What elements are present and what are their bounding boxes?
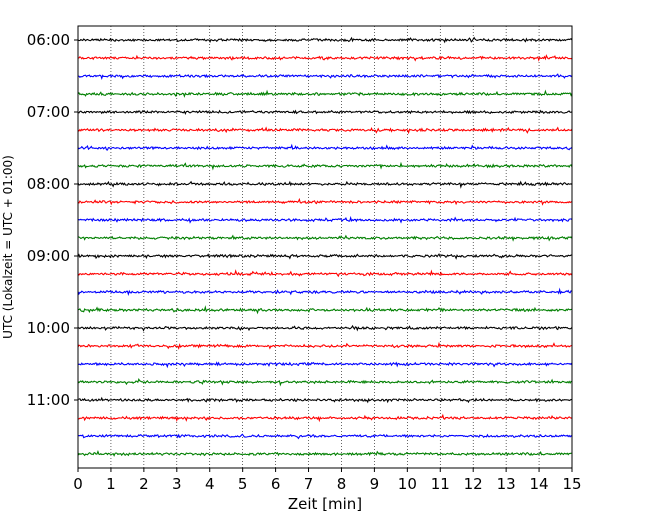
trace-0700 (77, 109, 573, 116)
y-tick-label: 07:00 (27, 103, 70, 121)
x-tick-label: 7 (304, 475, 314, 493)
y-ticks: 06:00 07:00 08:00 09:00 10:00 11:00 (27, 31, 78, 409)
x-tick-label: 9 (370, 475, 380, 493)
x-ticks: 0 1 2 3 4 5 6 7 8 9 10 11 12 13 14 15 (73, 468, 582, 493)
plot-frame (77, 25, 573, 469)
trace-1000 (77, 324, 573, 332)
trace-0645 (77, 89, 573, 98)
trace-0915 (77, 269, 573, 278)
x-tick-label: 8 (337, 475, 347, 493)
trace-1145 (77, 449, 573, 457)
trace-0845 (77, 234, 573, 242)
trace-0815 (77, 197, 573, 206)
trace-0600 (77, 36, 573, 44)
trace-0615 (77, 54, 573, 62)
x-tick-label: 14 (530, 475, 549, 493)
x-tick-label: 1 (106, 475, 116, 493)
trace-0630 (77, 73, 573, 81)
y-tick-label: 06:00 (27, 31, 70, 49)
trace-0730 (77, 143, 573, 151)
x-tick-label: 11 (431, 475, 450, 493)
x-tick-label: 6 (271, 475, 281, 493)
x-tick-label: 13 (497, 475, 516, 493)
trace-1130 (77, 433, 573, 440)
trace-0745 (77, 161, 573, 171)
trace-0800 (77, 180, 573, 189)
trace-0930 (77, 287, 573, 296)
y-tick-label: 08:00 (27, 175, 70, 193)
x-tick-label: 12 (464, 475, 483, 493)
x-tick-label: 2 (139, 475, 149, 493)
trace-0715 (77, 126, 573, 135)
x-axis-label: Zeit [min] (288, 495, 362, 513)
x-tick-label: 0 (73, 475, 83, 493)
x-tick-label: 10 (398, 475, 417, 493)
trace-0900 (77, 253, 573, 260)
trace-1115 (77, 413, 573, 423)
trace-lines (77, 36, 573, 457)
trace-1100 (77, 396, 573, 404)
trace-1015 (77, 341, 573, 350)
x-tick-label: 5 (238, 475, 248, 493)
trace-0945 (77, 305, 572, 315)
y-tick-label: 10:00 (27, 319, 70, 337)
trace-1045 (77, 378, 573, 387)
y-tick-label: 11:00 (27, 391, 70, 409)
grid-lines (110, 26, 540, 468)
trace-1030 (77, 361, 573, 369)
x-tick-label: 4 (205, 475, 215, 493)
trace-0830 (77, 215, 573, 224)
y-tick-label: 09:00 (27, 247, 70, 265)
y-axis-label: UTC (Lokalzeit = UTC + 01:00) (1, 155, 15, 339)
x-tick-label: 15 (562, 475, 581, 493)
x-tick-label: 3 (172, 475, 182, 493)
